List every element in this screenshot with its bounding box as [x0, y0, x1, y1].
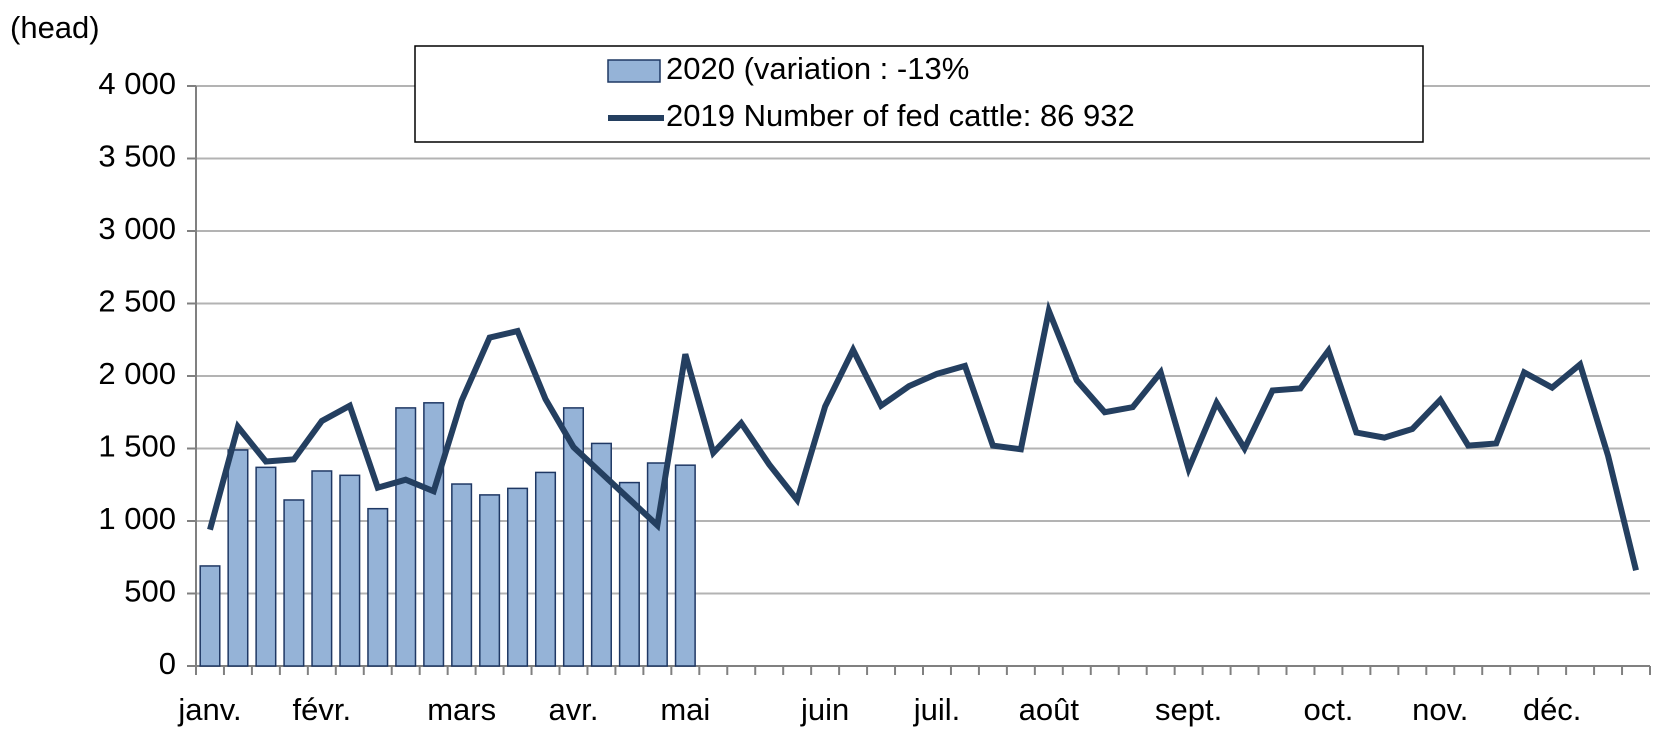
y-tick-label: 1 000 [98, 501, 176, 536]
y-tick-label: 2 500 [98, 284, 176, 319]
x-tick-label: sept. [1155, 692, 1222, 727]
x-tick-label: janv. [177, 692, 241, 727]
bar [311, 470, 333, 667]
bar [199, 565, 221, 667]
x-tick-label: oct. [1303, 692, 1353, 727]
y-tick-label: 3 500 [98, 139, 176, 174]
bar [674, 464, 696, 667]
legend-label: 2019 Number of fed cattle: 86 932 [666, 98, 1135, 133]
x-tick-label: juin [800, 692, 849, 727]
bar [255, 466, 277, 667]
bar [227, 449, 249, 667]
x-tick-label: août [1019, 692, 1080, 727]
y-tick-label: 3 000 [98, 211, 176, 246]
bar [590, 442, 612, 667]
x-tick-label: mai [660, 692, 710, 727]
legend-box [414, 45, 1424, 143]
bar [534, 471, 557, 667]
x-tick-label: févr. [293, 692, 352, 727]
bar [395, 407, 417, 667]
x-tick-label: nov. [1412, 692, 1468, 727]
line-series [207, 300, 1639, 572]
bar [423, 402, 445, 667]
y-tick-label: 500 [124, 574, 176, 609]
y-tick-label: 4 000 [98, 66, 176, 101]
bar [562, 407, 585, 667]
y-tick-label: 0 [159, 646, 176, 681]
x-tick-label: mars [427, 692, 496, 727]
y-tick-label: 2 000 [98, 356, 176, 391]
y-tick-label: 1 500 [98, 429, 176, 464]
bar [283, 499, 305, 667]
bar [451, 483, 473, 667]
bar [479, 494, 501, 667]
legend-label: 2020 (variation : -13% [666, 51, 969, 86]
bar [618, 481, 640, 667]
bar [367, 507, 389, 667]
x-tick-label: déc. [1523, 692, 1582, 727]
x-tick-label: avr. [548, 692, 598, 727]
bar [507, 487, 529, 667]
bar [339, 474, 361, 667]
legend-swatch [607, 59, 661, 83]
x-tick-label: juil. [913, 692, 961, 727]
y-axis-label: (head) [10, 10, 100, 45]
